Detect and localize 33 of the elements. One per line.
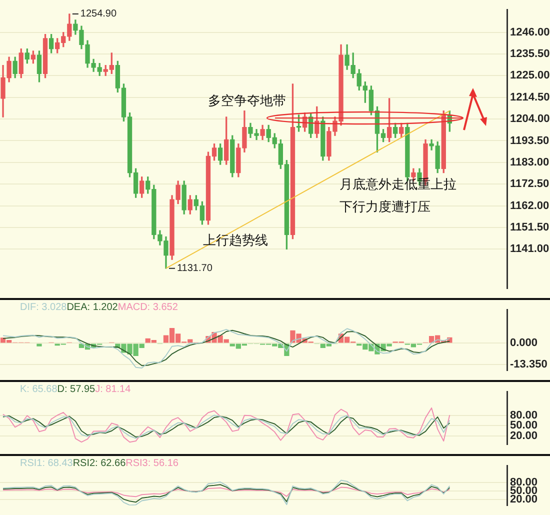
y-tick-label: 1151.50: [510, 222, 550, 234]
series-label: RSI2: 62.66: [72, 458, 126, 469]
y-tick-label: 80.00: [510, 409, 538, 422]
y-tick-label: 0.000: [510, 337, 538, 350]
y-tick-label: 20.00: [510, 494, 538, 506]
annotation: 1131.70: [176, 263, 213, 274]
y-tick-label: 1235.50: [510, 48, 550, 60]
y-tick-label: 1225.00: [510, 70, 550, 82]
annotation: 月底意外走低重上拉: [340, 178, 457, 193]
y-tick-label: 1183.00: [510, 156, 550, 168]
bar: [36, 344, 42, 346]
y-tick-label: 1246.00: [510, 26, 550, 38]
text: J: 81.14: [95, 384, 131, 395]
series-label: MACD: 3.652: [118, 302, 178, 313]
y-tick-label: 1193.50: [510, 134, 550, 147]
series-label: RSI1: 68.43: [20, 458, 73, 469]
text: DEA: 1.202: [66, 302, 118, 313]
y-tick-label: 1204.00: [510, 113, 550, 126]
y-tick-label: 1214.50: [510, 91, 550, 104]
annotation: 1254.90: [80, 8, 117, 20]
y-tick-label: 1162.00: [510, 200, 550, 212]
annotation: 上行趋势线: [202, 233, 268, 248]
text: K: 65.68: [20, 384, 58, 395]
text: D: 57.95: [57, 384, 96, 395]
y-tick-label: -13.350: [510, 358, 548, 371]
y-tick-label: 50.00: [510, 420, 538, 432]
text: DIF: 3.028: [20, 302, 67, 313]
annotation: 下行力度遭打压: [340, 198, 431, 215]
annotation: 多空争夺地带: [208, 94, 286, 109]
y-tick-label: 1141.00: [510, 243, 550, 256]
y-tick-label: 20.00: [510, 430, 538, 442]
y-tick-label: 1172.50: [510, 178, 550, 190]
text: RSI3: 56.16: [126, 458, 178, 469]
